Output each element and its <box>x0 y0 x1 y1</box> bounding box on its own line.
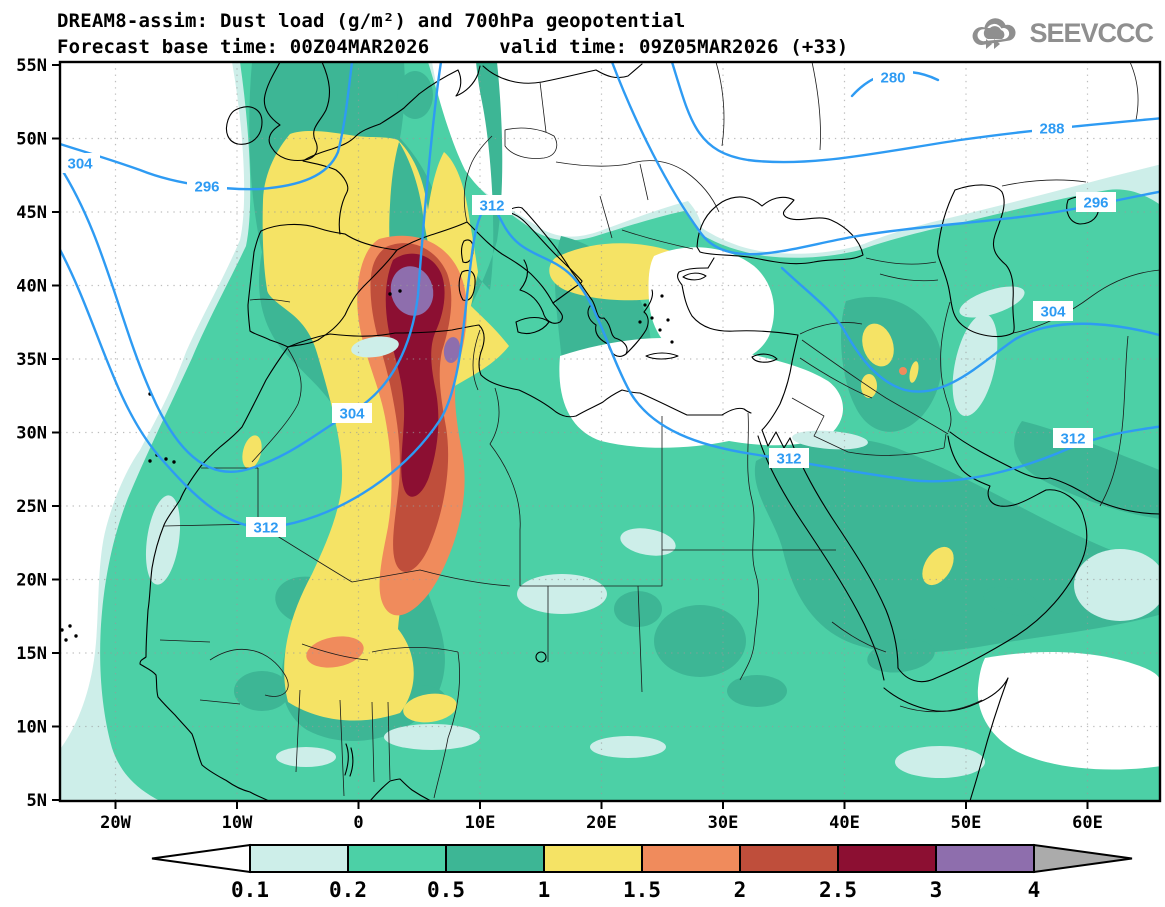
colorbar-cell <box>935 844 1035 873</box>
y-axis-label: 35N <box>16 350 47 370</box>
x-axis-label: 40E <box>829 813 860 833</box>
country-borders <box>159 62 1160 799</box>
contour-label: 296 <box>194 179 219 196</box>
colorbar-tick-label: 1 <box>538 878 551 902</box>
y-axis-label: 20N <box>16 571 47 591</box>
colorbar-tick-label: 0.2 <box>329 878 367 902</box>
aegean-islands <box>638 294 674 344</box>
colorbar-under-arrow <box>151 843 251 874</box>
y-axis-label: 25N <box>16 497 47 517</box>
lat-lon-gridlines <box>60 62 1160 801</box>
y-axis-label: 50N <box>16 130 47 150</box>
contour-label: 296 <box>1083 195 1108 212</box>
colorbar-tick-label: 2 <box>734 878 747 902</box>
x-axis-label: 0 <box>353 813 363 833</box>
contour-304-west <box>60 62 443 473</box>
chart-subtitle-times: Forecast base time: 00Z04MAR2026 valid t… <box>57 36 849 58</box>
contour-label: 312 <box>1060 431 1085 448</box>
contour-label-box <box>769 448 809 468</box>
colorbar-over-arrow <box>1033 843 1133 874</box>
colorbar-tick-label: 1.5 <box>623 878 661 902</box>
contour-296-west <box>60 62 354 191</box>
colorbar-tick-label: 0.1 <box>231 878 269 902</box>
contour-value-labels: 304 296 312 280 288 296 304 312 304 312 312 <box>60 67 1116 537</box>
contour-label: 312 <box>479 198 504 215</box>
y-axis-label: 15N <box>16 644 47 664</box>
colorbar-cell <box>445 844 545 873</box>
contour-label-box <box>187 176 227 196</box>
contour-label: 280 <box>880 70 905 87</box>
colorbar-legend: 0.1 0.2 0.5 1 1.5 2 2.5 3 4 <box>151 843 1133 902</box>
y-axis-label: 30N <box>16 424 47 444</box>
x-axis-label: 30E <box>708 813 739 833</box>
x-axis-label: 10E <box>465 813 496 833</box>
title-block: DREAM8-assim: Dust load (g/m²) and 700hP… <box>57 8 848 60</box>
contour-label: 312 <box>776 451 801 468</box>
colorbar-tick-label: 0.5 <box>427 878 465 902</box>
contour-label-box <box>246 517 286 537</box>
colorbar-cell <box>347 844 447 873</box>
contour-288 <box>670 62 1160 164</box>
contour-label: 312 <box>253 520 278 537</box>
contour-label: 304 <box>339 406 365 423</box>
contour-label-box <box>1076 192 1116 212</box>
dust-level-3-regions <box>390 266 461 363</box>
coastlines <box>60 62 1160 801</box>
logo-text: SEEVCCC <box>1029 17 1154 48</box>
x-axis-label: 60E <box>1072 813 1103 833</box>
colorbar-cell <box>641 844 741 873</box>
dust-light-pockets <box>145 286 1160 778</box>
seevccc-logo: SEEVCCC <box>969 14 1154 52</box>
contour-label-box <box>1033 301 1073 321</box>
contour-label-box <box>332 403 372 423</box>
x-axis-label: 20W <box>100 813 131 833</box>
contour-label: 304 <box>1040 304 1066 321</box>
contour-label: 288 <box>1039 121 1064 138</box>
chart-title: DREAM8-assim: Dust load (g/m²) and 700hP… <box>57 10 686 32</box>
axes: 20W 10W 0 10E 20E 30E 40E 50E 60E 55N 50N 45N 40N 35N… <box>16 56 1103 833</box>
contour-label: 304 <box>67 156 93 173</box>
colorbar-tick-label: 4 <box>1028 878 1041 902</box>
y-axis-label: 40N <box>16 277 47 297</box>
contour-label-box <box>60 153 100 173</box>
colorbar-cell <box>543 844 643 873</box>
y-axis-label: 55N <box>16 56 47 76</box>
geography-layer <box>60 62 1160 801</box>
x-axis-label: 10W <box>222 813 253 833</box>
colorbar-tick-label: 3 <box>930 878 943 902</box>
contour-304-east <box>780 266 1160 393</box>
contour-label-box <box>873 67 913 87</box>
x-axis-label: 20E <box>586 813 617 833</box>
y-axis-label: 45N <box>16 203 47 223</box>
contour-label-box <box>1032 118 1072 138</box>
colorbar-tick-label: 2.5 <box>819 878 857 902</box>
cloud-chevrons-icon <box>973 18 1016 49</box>
contour-312-trough <box>60 205 1160 529</box>
y-axis-label: 10N <box>16 718 47 738</box>
colorbar-cell <box>249 844 349 873</box>
colorbar-cell <box>837 844 937 873</box>
colorbar-cell <box>739 844 839 873</box>
y-axis-label: 5N <box>27 791 47 811</box>
dust-below-min-pockets <box>559 247 1160 770</box>
contour-label-box <box>1053 428 1093 448</box>
contour-label-box <box>472 195 512 215</box>
x-axis-label: 50E <box>951 813 982 833</box>
